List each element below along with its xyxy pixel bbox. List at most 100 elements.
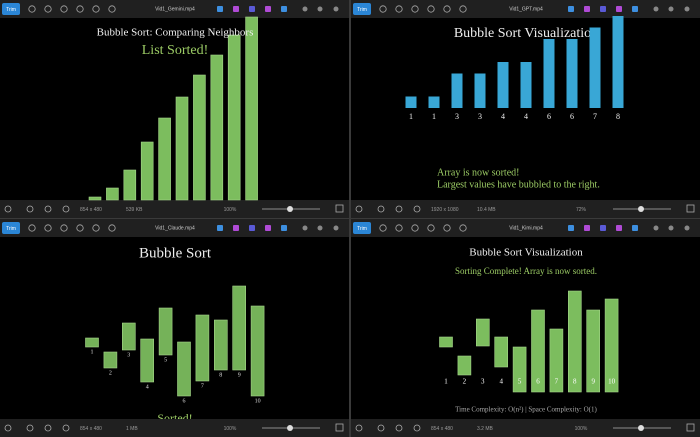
toolbar-icon[interactable] — [265, 225, 271, 231]
control-icon[interactable] — [26, 205, 34, 213]
toolbar-icon[interactable] — [600, 6, 606, 12]
toolbar-icon[interactable] — [281, 225, 287, 231]
status-bar — [351, 419, 700, 437]
window-control[interactable] — [317, 6, 323, 12]
toolbar-icon[interactable] — [108, 5, 116, 13]
toolbar-icon[interactable] — [584, 6, 590, 12]
toolbar-icon[interactable] — [108, 224, 116, 232]
toolbar-icon[interactable] — [249, 6, 255, 12]
window-control[interactable] — [302, 225, 308, 231]
control-icon[interactable] — [4, 424, 12, 432]
toolbar-icon[interactable] — [632, 225, 638, 231]
file-name: Vid1_Kimi.mp4 — [509, 225, 543, 231]
fullscreen-icon[interactable] — [335, 204, 344, 213]
control-icon[interactable] — [4, 205, 12, 213]
toolbar-icon[interactable] — [44, 224, 52, 232]
toolbar-icon[interactable] — [60, 224, 68, 232]
bar-label: 4 — [524, 112, 528, 121]
fullscreen-icon[interactable] — [686, 204, 695, 213]
window-control[interactable] — [333, 225, 339, 231]
toolbar-icon[interactable] — [28, 5, 36, 13]
control-icon[interactable] — [44, 424, 52, 432]
control-icon[interactable] — [62, 205, 70, 213]
toolbar-icon[interactable] — [568, 225, 574, 231]
toolbar-icon[interactable] — [443, 5, 451, 13]
toolbar-icon[interactable] — [217, 6, 223, 12]
toolbar-icon[interactable] — [459, 224, 467, 232]
toolbar-icon[interactable] — [28, 224, 36, 232]
toolbar-icon[interactable] — [395, 5, 403, 13]
toolbar-icon[interactable] — [411, 224, 419, 232]
control-icon[interactable] — [377, 205, 385, 213]
trim-button[interactable]: Trim — [353, 3, 371, 15]
control-icon[interactable] — [355, 424, 363, 432]
trim-button[interactable]: Trim — [2, 222, 20, 234]
toolbar-icon[interactable] — [44, 5, 52, 13]
bar — [566, 39, 578, 108]
zoom-knob[interactable] — [287, 425, 293, 431]
zoom-knob[interactable] — [638, 206, 644, 212]
control-icon[interactable] — [413, 424, 421, 432]
fullscreen-icon[interactable] — [686, 423, 695, 432]
toolbar-icon[interactable] — [427, 224, 435, 232]
window-control[interactable] — [653, 225, 659, 231]
video-title: Bubble Sort: Comparing Neighbors — [97, 27, 254, 39]
control-icon[interactable] — [395, 205, 403, 213]
toolbar-icon[interactable] — [92, 5, 100, 13]
toolbar-icon[interactable] — [411, 5, 419, 13]
toolbar-icon[interactable] — [60, 5, 68, 13]
window-control[interactable] — [684, 6, 690, 12]
toolbar-icon[interactable] — [395, 224, 403, 232]
control-icon[interactable] — [62, 424, 70, 432]
control-icon[interactable] — [413, 205, 421, 213]
control-icon[interactable] — [355, 205, 363, 213]
status-bar — [0, 419, 349, 437]
control-icon[interactable] — [26, 424, 34, 432]
video-footer: Time Complexity: O(n²) | Space Complexit… — [455, 406, 597, 414]
bar — [428, 96, 440, 108]
toolbar-icon[interactable] — [568, 6, 574, 12]
trim-button[interactable]: Trim — [353, 222, 371, 234]
toolbar-icon[interactable] — [233, 225, 239, 231]
toolbar-icon[interactable] — [616, 6, 622, 12]
toolbar-icon[interactable] — [632, 6, 638, 12]
toolbar-icon[interactable] — [76, 224, 84, 232]
toolbar-icon[interactable] — [379, 5, 387, 13]
toolbar-icon[interactable] — [281, 6, 287, 12]
bar — [88, 196, 102, 201]
bar — [193, 74, 206, 201]
window-control[interactable] — [317, 225, 323, 231]
toolbar-icon[interactable] — [459, 5, 467, 13]
bar-label: 2 — [463, 378, 467, 386]
toolbar-icon[interactable] — [584, 225, 590, 231]
toolbar-icon[interactable] — [217, 225, 223, 231]
toolbar-icon[interactable] — [427, 5, 435, 13]
window-control[interactable] — [333, 6, 339, 12]
zoom-knob[interactable] — [287, 206, 293, 212]
control-icon[interactable] — [377, 424, 385, 432]
toolbar-icon[interactable] — [443, 224, 451, 232]
control-icon[interactable] — [395, 424, 403, 432]
toolbar-icon[interactable] — [379, 224, 387, 232]
trim-button-label: Trim — [6, 7, 16, 13]
bar — [451, 73, 463, 108]
toolbar-icon[interactable] — [600, 225, 606, 231]
toolbar-icon[interactable] — [265, 6, 271, 12]
toolbar-icon[interactable] — [249, 225, 255, 231]
window-control[interactable] — [668, 6, 674, 12]
toolbar-icon[interactable] — [616, 225, 622, 231]
window-control[interactable] — [684, 225, 690, 231]
toolbar-icon[interactable] — [233, 6, 239, 12]
bar-label: 7 — [201, 383, 204, 389]
window-control[interactable] — [668, 225, 674, 231]
bar — [158, 307, 173, 356]
window-control[interactable] — [302, 6, 308, 12]
bar-label: 3 — [455, 112, 459, 121]
control-icon[interactable] — [44, 205, 52, 213]
fullscreen-icon[interactable] — [335, 423, 344, 432]
toolbar-icon[interactable] — [76, 5, 84, 13]
toolbar-icon[interactable] — [92, 224, 100, 232]
trim-button[interactable]: Trim — [2, 3, 20, 15]
zoom-knob[interactable] — [638, 425, 644, 431]
window-control[interactable] — [653, 6, 659, 12]
